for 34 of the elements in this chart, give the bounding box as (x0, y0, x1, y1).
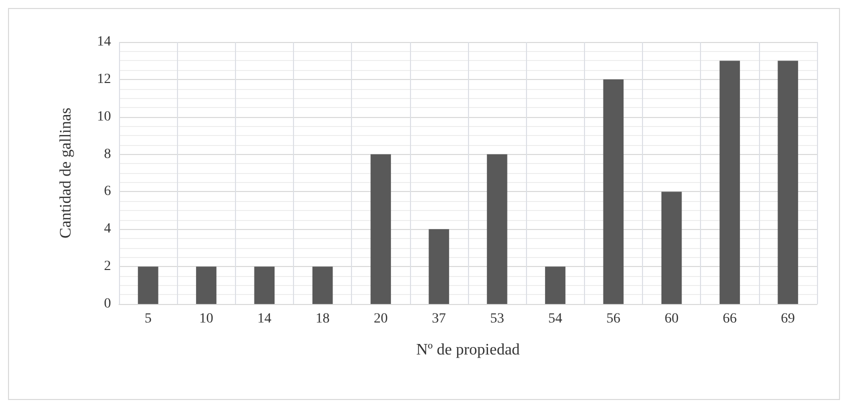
bar (138, 266, 158, 304)
x-tick-label: 10 (199, 312, 214, 326)
bar (370, 154, 391, 304)
x-tick-label: 54 (548, 312, 562, 326)
x-tick-label: 37 (432, 312, 446, 326)
x-tick-label: 60 (664, 312, 679, 326)
bar (254, 266, 275, 304)
y-tick-label: 0 (104, 296, 111, 312)
x-tick-label: 66 (722, 312, 737, 326)
y-tick-label: 6 (104, 184, 111, 200)
y-tick-label: 10 (97, 109, 111, 124)
x-tick-label: 69 (780, 312, 795, 326)
x-tick-label: 5 (144, 312, 152, 326)
bar (486, 154, 508, 304)
x-tick-label: 18 (316, 312, 330, 326)
x-tick-label: 14 (257, 312, 272, 326)
x-tick-label: 20 (374, 312, 388, 326)
bar (545, 266, 566, 304)
bar (312, 266, 333, 304)
y-axis-title: Cantidad de gallinas (58, 108, 74, 238)
bar (778, 60, 798, 304)
bar (720, 60, 740, 304)
y-tick-label: 4 (104, 222, 111, 237)
y-tick-label: 8 (104, 146, 111, 162)
bar (661, 192, 682, 304)
y-tick-label: 2 (104, 259, 111, 274)
x-axis-title: Nº de propiedad (416, 342, 520, 358)
bar (196, 266, 216, 304)
bar (603, 79, 624, 304)
y-tick-label: 12 (97, 72, 111, 87)
x-tick-label: 53 (490, 312, 504, 326)
x-tick-label: 56 (606, 312, 620, 326)
bar (428, 229, 450, 304)
y-tick-label: 14 (97, 34, 111, 50)
